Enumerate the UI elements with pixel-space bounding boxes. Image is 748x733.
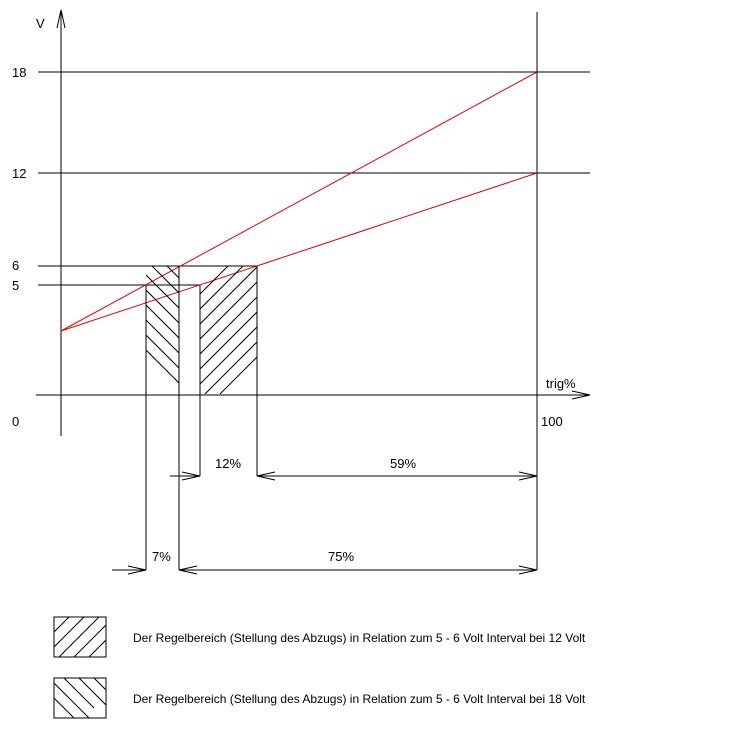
dimension-18v: [112, 565, 538, 575]
legend-text-18v: Der Regelbereich (Stellung des Abzugs) i…: [133, 692, 586, 706]
y-tick-12: 12: [12, 166, 26, 181]
curve-18v: [60, 71, 538, 332]
x-axis-label: trig%: [546, 376, 576, 391]
dimension-12v: [170, 471, 538, 481]
y-tick-5: 5: [12, 278, 19, 293]
y-axis-arrow: [56, 9, 66, 29]
legend-item-12v: Der Regelbereich (Stellung des Abzugs) i…: [53, 616, 586, 658]
curve-12v: [60, 172, 538, 332]
legend-swatch-forward-hatch: [53, 616, 107, 658]
hatch-region-18v: [145, 266, 180, 570]
x-axis-arrow: [571, 390, 591, 400]
hatch-region-12v: [199, 266, 258, 476]
legend-text-12v: Der Regelbereich (Stellung des Abzugs) i…: [133, 631, 586, 645]
legend-swatch-back-hatch: [53, 677, 107, 719]
x-tick-0: 0: [12, 414, 19, 429]
y-tick-18: 18: [12, 65, 26, 80]
y-axis-label: V: [36, 16, 45, 31]
range-18v-label: 7%: [152, 549, 171, 564]
rest-18v-label: 75%: [328, 549, 354, 564]
legend-item-18v: Der Regelbereich (Stellung des Abzugs) i…: [53, 677, 586, 719]
range-12v-label: 12%: [215, 456, 241, 471]
y-tick-6: 6: [12, 258, 19, 273]
x-tick-100: 100: [541, 414, 563, 429]
rest-12v-label: 59%: [390, 456, 416, 471]
